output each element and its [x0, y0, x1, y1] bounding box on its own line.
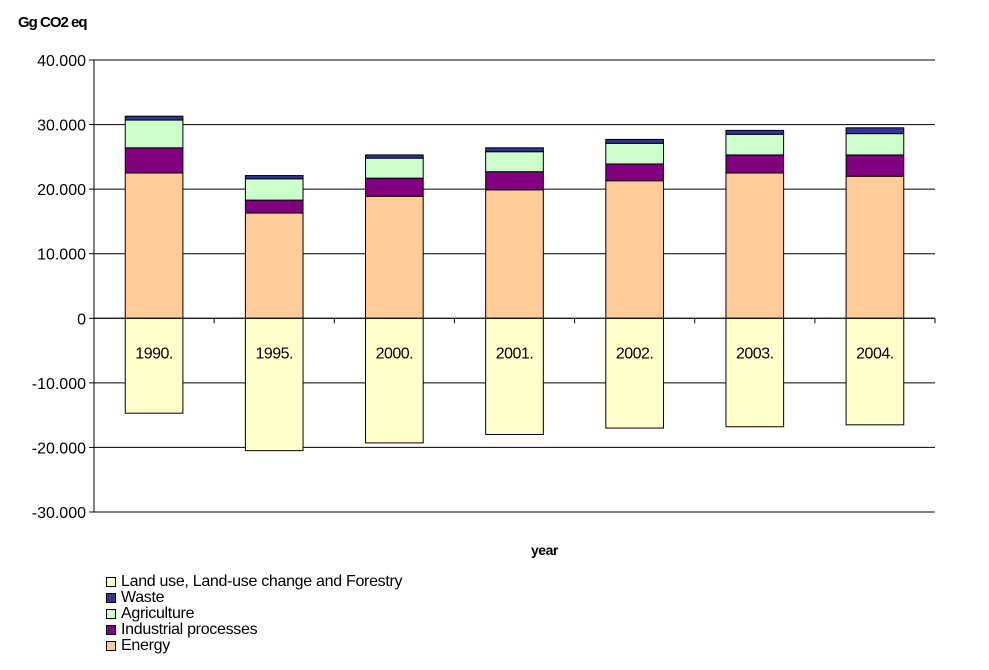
- y-tick-label: 20.000: [37, 182, 86, 199]
- bar-land-use-land-use-change-and-forestry: [605, 317, 664, 429]
- x-axis-title: year: [531, 542, 559, 558]
- category-label: 2000.: [376, 345, 414, 362]
- bar-industrial-processes: [124, 147, 184, 174]
- bar-land-use-land-use-change-and-forestry: [124, 317, 184, 414]
- legend-item: Industrial processes: [106, 622, 402, 638]
- bar-waste: [845, 127, 905, 135]
- legend-label: Land use, Land-use change and Forestry: [121, 573, 403, 590]
- category-label: 2003.: [736, 345, 774, 362]
- legend-item: Land use, Land-use change and Forestry: [106, 573, 403, 590]
- bar-industrial-processes: [244, 199, 304, 214]
- category-label: 1995.: [255, 345, 293, 362]
- bar-industrial-processes: [605, 163, 664, 182]
- bar-land-use-land-use-change-and-forestry: [725, 317, 785, 428]
- stacked-bar-chart: Gg CO2 eq 40.000 30.000 20.000 10.000 0 -10.0…: [18, 14, 936, 558]
- legend-label: Agriculture: [121, 605, 195, 622]
- y-tick-label: 0: [77, 311, 86, 328]
- bar-agriculture: [725, 133, 785, 156]
- y-tick-label: -10.000: [32, 376, 86, 393]
- legend-label: Waste: [121, 589, 165, 606]
- y-tick-label: 40.000: [37, 53, 86, 70]
- bar-industrial-processes: [365, 177, 424, 197]
- bar-agriculture: [845, 133, 905, 156]
- category-label: 2002.: [616, 345, 654, 362]
- bar-agriculture: [605, 142, 664, 165]
- bar-agriculture: [365, 157, 424, 179]
- axes: [89, 59, 936, 513]
- bar-waste: [365, 154, 424, 159]
- bar-industrial-processes: [485, 171, 544, 191]
- legend-item: Agriculture: [106, 606, 402, 622]
- legend-swatch: [106, 641, 116, 651]
- bar-energy: [605, 180, 664, 319]
- legend-item: Waste: [106, 590, 402, 606]
- bar-industrial-processes: [845, 154, 905, 177]
- bar-waste: [485, 147, 544, 153]
- bar-agriculture: [485, 151, 544, 173]
- y-tick-labels: 40.000 30.000 20.000 10.000 0 -10.000 -20.000 -…: [32, 53, 86, 522]
- legend-swatch: [106, 593, 116, 603]
- bar-energy: [485, 189, 544, 319]
- legend: Land use, Land-use change and Forestry Wa…: [106, 573, 403, 654]
- y-tick-label: 30.000: [37, 118, 86, 135]
- bar-energy: [124, 172, 184, 319]
- bar-energy: [365, 195, 424, 319]
- bar-waste: [244, 175, 304, 180]
- category-labels: 1990. 1995. 2000. 2001. 2002. 2003. 2004.: [135, 345, 894, 362]
- legend-item: Energy: [106, 638, 402, 654]
- bar-land-use-land-use-change-and-forestry: [485, 317, 544, 436]
- bar-agriculture: [124, 119, 184, 149]
- bar-energy: [725, 172, 785, 319]
- y-tick-label: -20.000: [32, 440, 86, 457]
- y-axis-title: Gg CO2 eq: [18, 14, 87, 31]
- bar-agriculture: [244, 178, 304, 201]
- bar-energy: [845, 175, 905, 319]
- bar-industrial-processes: [725, 154, 785, 174]
- legend-label: Industrial processes: [121, 621, 258, 638]
- legend-swatch: [106, 609, 116, 619]
- bars: [124, 115, 905, 452]
- category-label: 2004.: [856, 345, 894, 362]
- bar-land-use-land-use-change-and-forestry: [365, 317, 424, 444]
- y-tick-label: 10.000: [37, 247, 86, 264]
- bar-waste: [124, 115, 184, 121]
- bar-land-use-land-use-change-and-forestry: [244, 317, 304, 452]
- bar-waste: [605, 138, 664, 144]
- legend-swatch: [106, 577, 116, 587]
- legend-label: Energy: [121, 637, 170, 654]
- bar-waste: [725, 129, 785, 135]
- y-tick-label: -30.000: [32, 505, 86, 522]
- legend-swatch: [106, 625, 116, 635]
- bar-land-use-land-use-change-and-forestry: [845, 317, 905, 426]
- bar-energy: [244, 212, 304, 319]
- category-label: 1990.: [135, 345, 173, 362]
- category-label: 2001.: [496, 345, 534, 362]
